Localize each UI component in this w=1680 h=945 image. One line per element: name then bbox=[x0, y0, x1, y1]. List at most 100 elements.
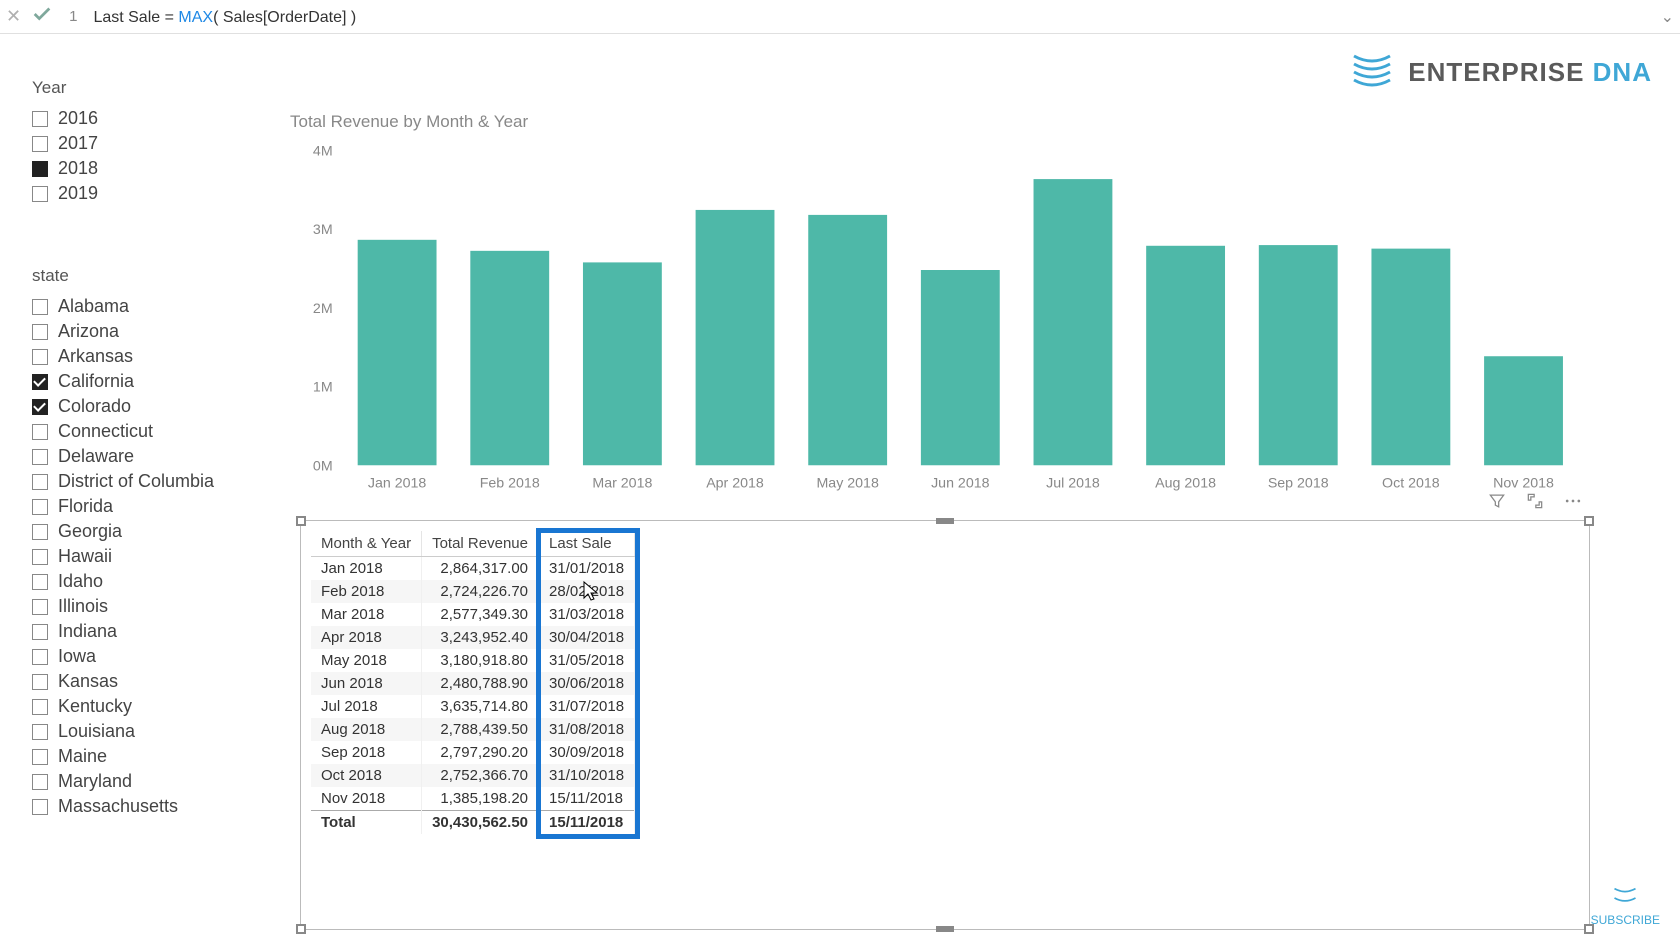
checkbox[interactable] bbox=[32, 161, 48, 177]
resize-handle-tr[interactable] bbox=[1584, 516, 1594, 526]
checkbox[interactable] bbox=[32, 649, 48, 665]
year-option-2019[interactable]: 2019 bbox=[32, 181, 252, 206]
state-option[interactable]: Connecticut bbox=[32, 419, 252, 444]
state-label: Kentucky bbox=[58, 696, 132, 717]
table-cell: 31/08/2018 bbox=[539, 718, 635, 741]
resize-handle-bl[interactable] bbox=[296, 924, 306, 934]
chart-bar[interactable] bbox=[583, 262, 662, 465]
state-option[interactable]: Indiana bbox=[32, 619, 252, 644]
state-option[interactable]: Illinois bbox=[32, 594, 252, 619]
table-row[interactable]: Jan 20182,864,317.0031/01/2018 bbox=[311, 557, 635, 581]
table-cell: 2,797,290.20 bbox=[422, 741, 539, 764]
checkbox[interactable] bbox=[32, 374, 48, 390]
table-row[interactable]: Aug 20182,788,439.5031/08/2018 bbox=[311, 718, 635, 741]
checkbox[interactable] bbox=[32, 599, 48, 615]
checkbox[interactable] bbox=[32, 424, 48, 440]
chart-bar[interactable] bbox=[921, 270, 1000, 465]
table-header[interactable]: Total Revenue bbox=[422, 531, 539, 557]
resize-handle-tl[interactable] bbox=[296, 516, 306, 526]
chart-bar[interactable] bbox=[696, 210, 775, 465]
state-option[interactable]: California bbox=[32, 369, 252, 394]
cancel-icon[interactable]: ✕ bbox=[6, 6, 21, 27]
state-option[interactable]: Colorado bbox=[32, 394, 252, 419]
checkbox[interactable] bbox=[32, 699, 48, 715]
chart-bar[interactable] bbox=[808, 215, 887, 465]
checkbox[interactable] bbox=[32, 111, 48, 127]
checkbox[interactable] bbox=[32, 574, 48, 590]
table-row[interactable]: Oct 20182,752,366.7031/10/2018 bbox=[311, 764, 635, 787]
revenue-chart[interactable]: Total Revenue by Month & Year 0M1M2M3M4M… bbox=[290, 112, 1590, 502]
year-option-2016[interactable]: 2016 bbox=[32, 106, 252, 131]
table-row[interactable]: Sep 20182,797,290.2030/09/2018 bbox=[311, 741, 635, 764]
focus-mode-icon[interactable] bbox=[1525, 491, 1545, 516]
table-header[interactable]: Last Sale bbox=[539, 531, 635, 557]
checkbox[interactable] bbox=[32, 799, 48, 815]
state-option[interactable]: Iowa bbox=[32, 644, 252, 669]
chart-bar[interactable] bbox=[1371, 249, 1450, 466]
state-option[interactable]: Delaware bbox=[32, 444, 252, 469]
state-option[interactable]: Kansas bbox=[32, 669, 252, 694]
slicer-panel: Year 2016201720182019 state AlabamaArizo… bbox=[32, 78, 252, 819]
resize-handle-top[interactable] bbox=[936, 518, 954, 524]
checkbox[interactable] bbox=[32, 324, 48, 340]
svg-text:3M: 3M bbox=[313, 222, 333, 238]
commit-icon[interactable] bbox=[31, 3, 53, 30]
chart-bar[interactable] bbox=[1146, 246, 1225, 465]
chart-bar[interactable] bbox=[358, 240, 437, 465]
data-table[interactable]: Month & YearTotal RevenueLast SaleJan 20… bbox=[311, 531, 635, 834]
year-option-2017[interactable]: 2017 bbox=[32, 131, 252, 156]
state-option[interactable]: Alabama bbox=[32, 294, 252, 319]
expand-icon[interactable]: ⌄ bbox=[1661, 7, 1674, 27]
table-row[interactable]: Apr 20183,243,952.4030/04/2018 bbox=[311, 626, 635, 649]
checkbox[interactable] bbox=[32, 624, 48, 640]
state-label: Maryland bbox=[58, 771, 132, 792]
table-cell: 30/04/2018 bbox=[539, 626, 635, 649]
state-option[interactable]: District of Columbia bbox=[32, 469, 252, 494]
state-option[interactable]: Massachusetts bbox=[32, 794, 252, 819]
state-option[interactable]: Maryland bbox=[32, 769, 252, 794]
state-option[interactable]: Florida bbox=[32, 494, 252, 519]
formula-code[interactable]: Last Sale = MAX( Sales[OrderDate] ) bbox=[93, 7, 356, 27]
checkbox[interactable] bbox=[32, 449, 48, 465]
state-option[interactable]: Kentucky bbox=[32, 694, 252, 719]
checkbox[interactable] bbox=[32, 549, 48, 565]
resize-handle-bottom[interactable] bbox=[936, 926, 954, 932]
checkbox[interactable] bbox=[32, 774, 48, 790]
table-row[interactable]: May 20183,180,918.8031/05/2018 bbox=[311, 649, 635, 672]
checkbox[interactable] bbox=[32, 186, 48, 202]
state-option[interactable]: Georgia bbox=[32, 519, 252, 544]
table-header[interactable]: Month & Year bbox=[311, 531, 422, 557]
checkbox[interactable] bbox=[32, 136, 48, 152]
state-option[interactable]: Maine bbox=[32, 744, 252, 769]
state-option[interactable]: Arizona bbox=[32, 319, 252, 344]
mouse-cursor bbox=[582, 580, 600, 602]
svg-text:Aug 2018: Aug 2018 bbox=[1155, 476, 1216, 492]
state-label: Florida bbox=[58, 496, 113, 517]
table-visual[interactable]: Month & YearTotal RevenueLast SaleJan 20… bbox=[300, 520, 1590, 930]
chart-bar[interactable] bbox=[470, 251, 549, 465]
table-row[interactable]: Jun 20182,480,788.9030/06/2018 bbox=[311, 672, 635, 695]
checkbox[interactable] bbox=[32, 724, 48, 740]
state-option[interactable]: Idaho bbox=[32, 569, 252, 594]
checkbox[interactable] bbox=[32, 674, 48, 690]
state-option[interactable]: Arkansas bbox=[32, 344, 252, 369]
more-options-icon[interactable] bbox=[1563, 491, 1583, 516]
chart-bar[interactable] bbox=[1034, 179, 1113, 465]
checkbox[interactable] bbox=[32, 749, 48, 765]
chart-bar[interactable] bbox=[1259, 245, 1338, 465]
state-option[interactable]: Louisiana bbox=[32, 719, 252, 744]
checkbox[interactable] bbox=[32, 474, 48, 490]
state-option[interactable]: Hawaii bbox=[32, 544, 252, 569]
filter-icon[interactable] bbox=[1487, 491, 1507, 516]
checkbox[interactable] bbox=[32, 299, 48, 315]
checkbox[interactable] bbox=[32, 399, 48, 415]
chart-bar[interactable] bbox=[1484, 356, 1563, 465]
svg-text:0M: 0M bbox=[313, 458, 333, 474]
year-option-2018[interactable]: 2018 bbox=[32, 156, 252, 181]
checkbox[interactable] bbox=[32, 349, 48, 365]
table-row[interactable]: Jul 20183,635,714.8031/07/2018 bbox=[311, 695, 635, 718]
table-row[interactable]: Mar 20182,577,349.3031/03/2018 bbox=[311, 603, 635, 626]
table-row[interactable]: Nov 20181,385,198.2015/11/2018 bbox=[311, 787, 635, 811]
checkbox[interactable] bbox=[32, 499, 48, 515]
checkbox[interactable] bbox=[32, 524, 48, 540]
